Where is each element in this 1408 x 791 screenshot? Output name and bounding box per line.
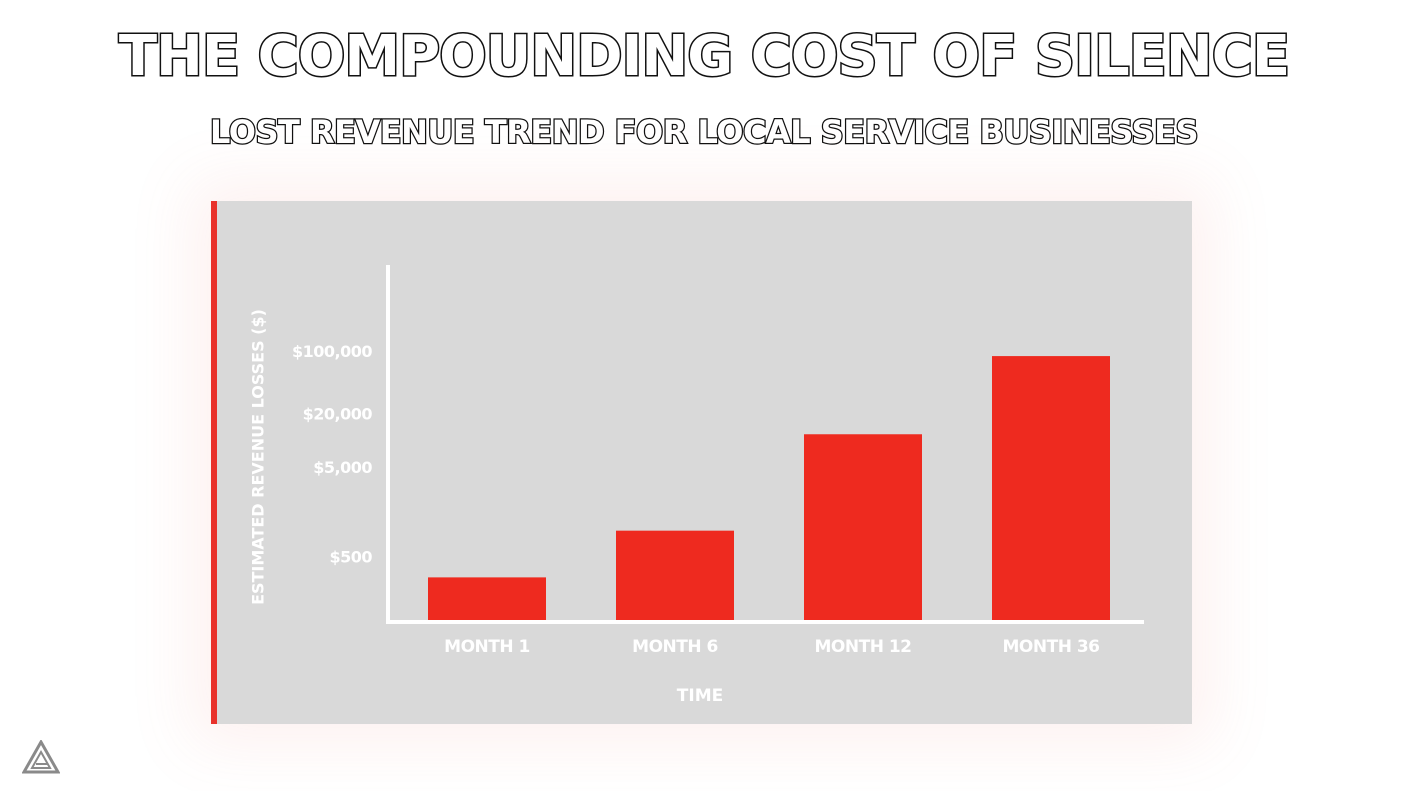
chart-title: THE COMPOUNDING COST OF SILENCE (117, 23, 1291, 91)
x-tick-label: MONTH 1 (444, 637, 530, 657)
triangle-logo-icon (22, 740, 60, 774)
x-axis-label: TIME (676, 686, 724, 706)
y-tick-label: $100,000 (292, 342, 372, 361)
x-tick-label: MONTH 36 (1003, 637, 1100, 657)
y-tick-label: $500 (329, 548, 372, 567)
bar-month-1 (428, 577, 546, 620)
chart-subtitle: LOST REVENUE TREND FOR LOCAL SERVICE BUS… (209, 112, 1200, 153)
y-tick-label: $20,000 (303, 404, 373, 423)
y-tick-label: $5,000 (313, 458, 372, 477)
bar-month-36 (992, 356, 1110, 620)
bar-month-6 (616, 530, 734, 620)
x-tick-label: MONTH 6 (632, 637, 718, 657)
bar-month-12 (804, 434, 922, 620)
y-axis-label: ESTIMATED REVENUE LOSSES ($) (248, 309, 268, 605)
x-tick-label: MONTH 12 (815, 637, 912, 657)
